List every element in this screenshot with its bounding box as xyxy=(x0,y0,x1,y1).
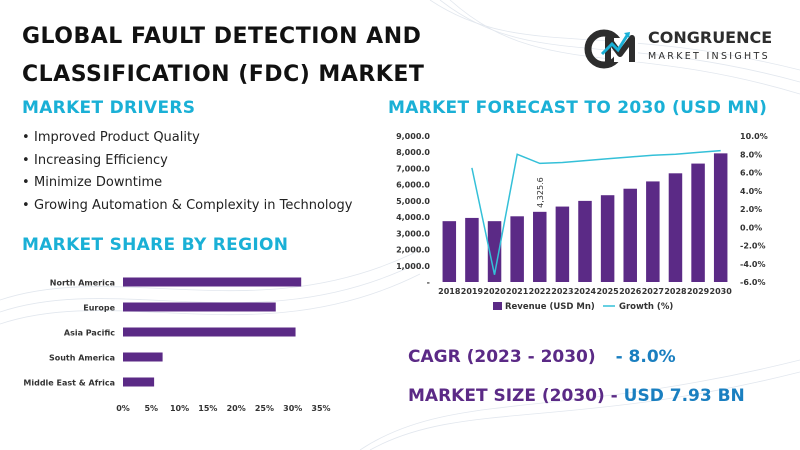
region-x-tick: 0% xyxy=(116,404,130,413)
brand-logo: CONGRUENCE MARKET INSIGHTS xyxy=(584,24,784,74)
revenue-bar xyxy=(465,217,479,282)
bullet-icon: • xyxy=(22,175,30,190)
revenue-bar xyxy=(623,188,637,282)
revenue-bar xyxy=(713,153,728,282)
forecast-y2-tick: -2.0% xyxy=(740,242,766,251)
forecast-x-tick: 2024 xyxy=(574,287,597,296)
forecast-y-tick: 7,000.0 xyxy=(396,164,430,173)
cagr-value: - 8.0% xyxy=(615,347,676,367)
forecast-x-tick: 2028 xyxy=(664,287,687,296)
region-x-tick: 30% xyxy=(283,404,302,413)
forecast-y-tick: 2,000.0 xyxy=(396,246,430,255)
forecast-x-tick: 2020 xyxy=(483,287,506,296)
region-bar xyxy=(123,377,155,387)
forecast-x-tick: 2026 xyxy=(619,287,642,296)
title-line-1: GLOBAL FAULT DETECTION AND xyxy=(22,24,422,49)
forecast-x-tick: 2029 xyxy=(687,287,710,296)
region-bar xyxy=(123,352,163,362)
cagr-label: CAGR (2023 - 2030) xyxy=(408,347,596,367)
legend-revenue-label: Revenue (USD Mn) xyxy=(505,302,595,312)
forecast-heading: MARKET FORECAST TO 2030 (USD MN) xyxy=(388,98,768,118)
region-label: Middle East & Africa xyxy=(23,379,115,388)
revenue-bar xyxy=(442,221,457,282)
region-x-tick: 10% xyxy=(170,404,189,413)
region-bar xyxy=(123,277,302,287)
driver-item: • Growing Automation & Complexity in Tech… xyxy=(22,195,382,218)
cm-monogram-icon xyxy=(584,29,638,69)
forecast-y2-tick: 0.0% xyxy=(740,223,762,232)
forecast-x-tick: 2030 xyxy=(710,287,733,296)
region-x-tick: 35% xyxy=(311,404,330,413)
driver-text: Minimize Downtime xyxy=(34,175,163,190)
region-x-tick: 25% xyxy=(255,404,274,413)
page-title: GLOBAL FAULT DETECTION AND CLASSIFICATIO… xyxy=(22,18,542,94)
forecast-y-tick: 1,000.0 xyxy=(396,262,430,271)
region-x-tick: 5% xyxy=(144,404,158,413)
forecast-y2-tick: 10.0% xyxy=(740,132,768,141)
forecast-x-tick: 2027 xyxy=(642,287,664,296)
forecast-y-tick: 8,000.0 xyxy=(396,148,430,157)
driver-text: Improved Product Quality xyxy=(34,130,200,145)
region-heading: MARKET SHARE BY REGION xyxy=(22,235,289,255)
forecast-y-tick: 9,000.0 xyxy=(396,132,430,141)
region-bar xyxy=(123,327,296,337)
driver-text: Increasing Efficiency xyxy=(34,152,168,168)
forecast-y2-tick: -6.0% xyxy=(740,278,766,287)
revenue-bar xyxy=(668,173,683,282)
market-size-label: MARKET SIZE (2030) - xyxy=(408,386,618,406)
revenue-bar xyxy=(691,163,705,282)
revenue-bar xyxy=(646,181,660,282)
revenue-bar xyxy=(533,211,547,282)
forecast-x-tick: 2019 xyxy=(461,287,484,296)
region-label: Asia Pacific xyxy=(64,329,115,338)
driver-text: Growing Automation & Complexity in Techn… xyxy=(34,197,353,213)
region-label: North America xyxy=(50,279,115,288)
bullet-icon: • xyxy=(22,152,30,168)
bullet-icon: • xyxy=(22,197,30,213)
forecast-y2-tick: 8.0% xyxy=(740,150,762,159)
forecast-y2-tick: -4.0% xyxy=(740,260,766,269)
legend-revenue-swatch xyxy=(493,302,502,310)
revenue-bar xyxy=(487,221,502,282)
driver-item: • Improved Product Quality xyxy=(22,127,382,150)
drivers-list: • Improved Product Quality • Increasing Ef… xyxy=(22,127,382,217)
forecast-y-tick: 5,000.0 xyxy=(396,197,430,206)
title-line-2: CLASSIFICATION (FDC) MARKET xyxy=(22,62,425,87)
forecast-y-tick: 4,000.0 xyxy=(396,213,430,222)
market-size-value: USD 7.93 BN xyxy=(623,386,745,406)
growth-line xyxy=(471,149,721,275)
forecast-y-tick: 6,000.0 xyxy=(396,181,430,190)
forecast-y2-tick: 4.0% xyxy=(740,187,762,196)
drivers-heading: MARKET DRIVERS xyxy=(22,98,196,118)
region-bar xyxy=(123,302,276,312)
driver-item: • Minimize Downtime xyxy=(22,172,382,195)
forecast-y2-tick: 2.0% xyxy=(740,205,762,214)
revenue-bar xyxy=(510,216,524,282)
revenue-bar xyxy=(600,195,615,282)
logo-name: CONGRUENCE xyxy=(648,28,773,47)
region-share-chart: North America Europe Asia Pacific South Ame… xyxy=(23,277,331,413)
legend-growth-label: Growth (%) xyxy=(619,302,673,312)
bullet-icon: • xyxy=(22,130,30,145)
region-x-tick: 20% xyxy=(227,404,246,413)
forecast-y-tick: 3,000.0 xyxy=(396,229,430,238)
forecast-x-tick: 2021 xyxy=(506,287,529,296)
forecast-y2-tick: 6.0% xyxy=(740,169,762,178)
driver-item: • Increasing Efficiency xyxy=(22,150,382,173)
region-x-tick: 15% xyxy=(198,404,217,413)
market-size-line: MARKET SIZE (2030) - USD 7.93 BN xyxy=(408,386,745,406)
forecast-x-tick: 2018 xyxy=(438,287,461,296)
revenue-bar xyxy=(578,200,592,282)
logo-tagline: MARKET INSIGHTS xyxy=(648,51,770,62)
forecast-x-tick: 2022 xyxy=(529,287,551,296)
forecast-x-tick: 2023 xyxy=(551,287,573,296)
cagr-line: CAGR (2023 - 2030) - 8.0% xyxy=(408,347,676,367)
region-label: Europe xyxy=(83,304,115,313)
forecast-x-tick: 2025 xyxy=(596,287,619,296)
region-label: South America xyxy=(49,354,115,363)
revenue-bar xyxy=(555,206,570,282)
revenue-data-label: 4,325.6 xyxy=(536,177,545,208)
forecast-y-tick: - xyxy=(427,278,430,287)
forecast-chart: - 1,000.0 2,000.0 3,000.0 4,000.0 5,000.0 6,00… xyxy=(396,132,768,312)
